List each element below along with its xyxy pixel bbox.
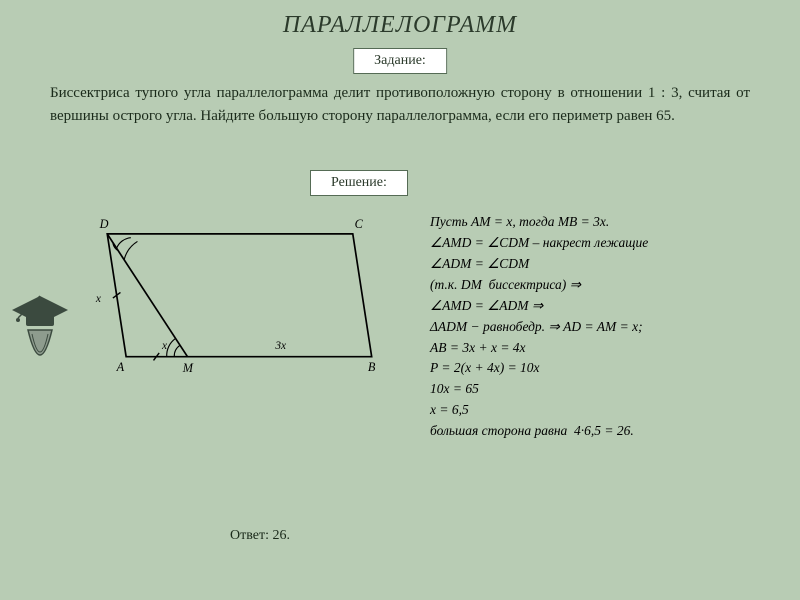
problem-text: Биссектриса тупого угла параллелограмма … xyxy=(50,82,750,127)
vertex-M: M xyxy=(182,361,194,375)
solution-line: P = 2(x + 4x) = 10x xyxy=(430,358,648,379)
solution-line: (т.к. DM биссектриса) ⇒ xyxy=(430,275,648,296)
vertex-B: B xyxy=(368,360,376,374)
seg-AD: x xyxy=(95,293,101,305)
task-label-box: Задание: xyxy=(353,48,447,74)
solution-label-box: Решение: xyxy=(310,170,408,196)
solution-line: ∠AMD = ∠CDM – накрест лежащие xyxy=(430,233,648,254)
seg-AM: x xyxy=(161,340,167,352)
parallelogram-diagram: A B C D M x x 3x xyxy=(60,210,400,390)
solution-line: x = 6,5 xyxy=(430,400,648,421)
seg-MB: 3x xyxy=(274,340,286,352)
solution-line: большая сторона равна 4·6,5 = 26. xyxy=(430,421,648,442)
answer-text: Ответ: 26. xyxy=(230,528,290,544)
solution-line: ΔADM − равнобедр. ⇒ AD = AM = x; xyxy=(430,317,648,338)
solution-line: 10x = 65 xyxy=(430,379,648,400)
solution-line: ∠AMD = ∠ADM ⇒ xyxy=(430,296,648,317)
solution-line: ∠ADM = ∠CDM xyxy=(430,254,648,275)
solution-line: AB = 3x + x = 4x xyxy=(430,338,648,359)
solution-line: Пусть AM = x, тогда MB = 3x. xyxy=(430,212,648,233)
vertex-A: A xyxy=(116,360,125,374)
vertex-D: D xyxy=(99,217,109,231)
solution-steps: Пусть AM = x, тогда MB = 3x. ∠AMD = ∠CDM… xyxy=(430,212,648,442)
page-title: ПАРАЛЛЕЛОГРАММ xyxy=(0,0,800,39)
vertex-C: C xyxy=(355,217,364,231)
